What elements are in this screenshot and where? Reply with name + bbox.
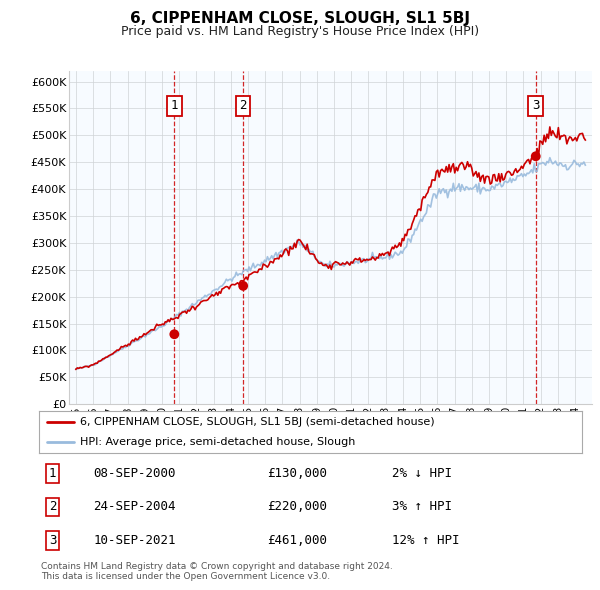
Text: 2% ↓ HPI: 2% ↓ HPI (392, 467, 452, 480)
Bar (69, 71, 175, 404)
Text: 10-SEP-2021: 10-SEP-2021 (94, 534, 176, 547)
Text: 2: 2 (49, 500, 56, 513)
Text: 1: 1 (49, 467, 56, 480)
Text: Contains HM Land Registry data © Crown copyright and database right 2024.
This d: Contains HM Land Registry data © Crown c… (41, 562, 392, 581)
Text: 2: 2 (239, 99, 247, 112)
Point (531, 152, 541, 161)
Point (238, 281, 248, 291)
Text: HPI: Average price, semi-detached house, Slough: HPI: Average price, semi-detached house,… (80, 437, 355, 447)
Bar (175, 71, 243, 404)
Text: 3% ↑ HPI: 3% ↑ HPI (392, 500, 452, 513)
Text: 3: 3 (532, 99, 539, 112)
Text: £461,000: £461,000 (267, 534, 327, 547)
Text: 12% ↑ HPI: 12% ↑ HPI (392, 534, 460, 547)
Text: 6, CIPPENHAM CLOSE, SLOUGH, SL1 5BJ: 6, CIPPENHAM CLOSE, SLOUGH, SL1 5BJ (130, 11, 470, 25)
Text: £130,000: £130,000 (267, 467, 327, 480)
Text: 24-SEP-2004: 24-SEP-2004 (94, 500, 176, 513)
Point (170, 330, 179, 339)
Text: 3: 3 (49, 534, 56, 547)
Text: 1: 1 (170, 99, 178, 112)
Text: 6, CIPPENHAM CLOSE, SLOUGH, SL1 5BJ (semi-detached house): 6, CIPPENHAM CLOSE, SLOUGH, SL1 5BJ (sem… (80, 417, 434, 427)
Text: Price paid vs. HM Land Registry's House Price Index (HPI): Price paid vs. HM Land Registry's House … (121, 25, 479, 38)
Bar (243, 71, 536, 404)
Text: 08-SEP-2000: 08-SEP-2000 (94, 467, 176, 480)
Bar (536, 71, 592, 404)
Text: £220,000: £220,000 (267, 500, 327, 513)
